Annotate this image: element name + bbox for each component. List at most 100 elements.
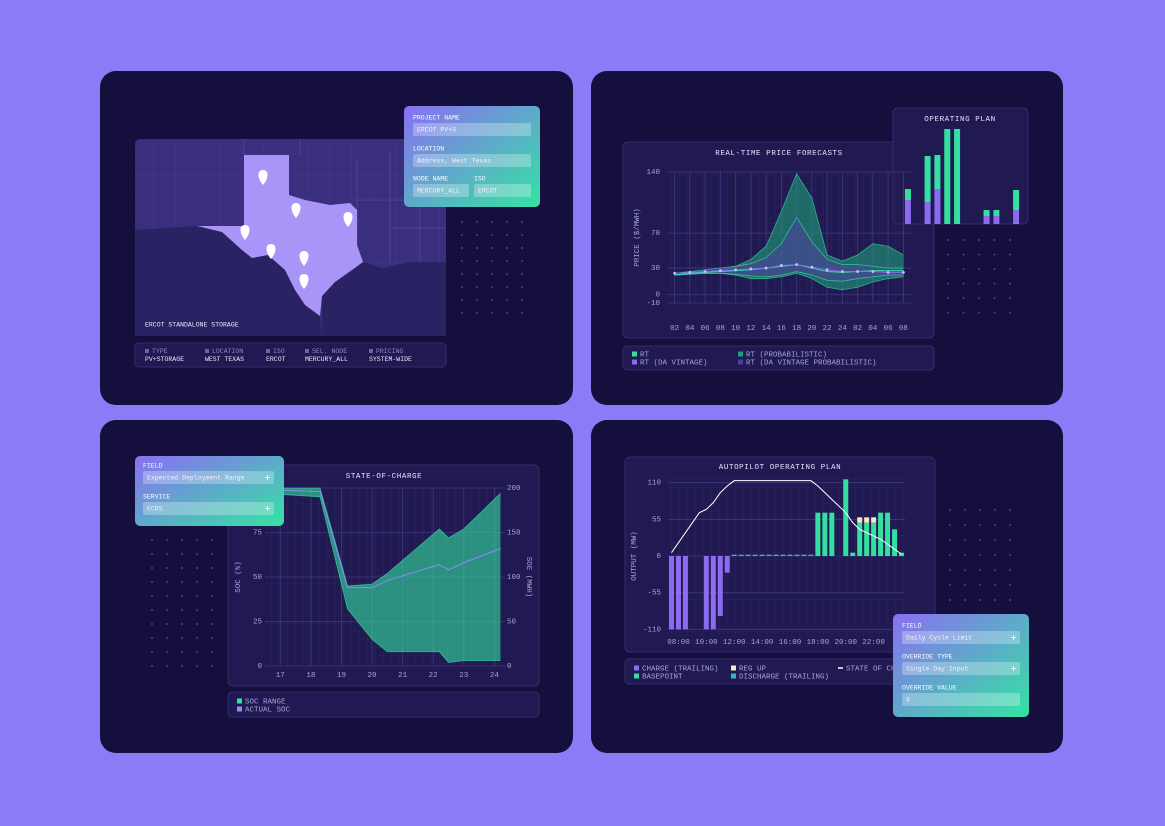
dot: [211, 637, 213, 639]
dot: [947, 282, 949, 285]
y-tick-label: 70: [651, 230, 661, 238]
y-tick-label: 140: [646, 169, 660, 177]
summary-value: SYSTEM-WIDE: [369, 356, 412, 363]
dot: [962, 282, 965, 285]
x-tick-label: 08:00: [667, 639, 690, 647]
field-label: FIELD: [902, 623, 922, 630]
dot: [993, 297, 996, 299]
input-field: [143, 471, 274, 484]
dot: [521, 273, 523, 275]
x-tick-label: 22: [429, 672, 438, 680]
x-tick-label: 16: [777, 325, 787, 333]
pins: [240, 170, 353, 289]
legend-label: REG UP: [739, 665, 767, 673]
bar: [794, 554, 800, 556]
dot: [979, 584, 981, 586]
x-tick-label: 14:00: [751, 639, 774, 647]
point-marker: [856, 270, 860, 273]
summary-value: ERCOT: [266, 356, 286, 363]
point-marker: [810, 265, 814, 269]
x-tick-label: 10:00: [695, 639, 718, 647]
dot: [979, 539, 981, 541]
dot: [491, 247, 493, 249]
dot: [949, 539, 951, 541]
y-tick-label: 25: [253, 618, 263, 626]
x-tick-label: 04: [685, 325, 695, 333]
legend-label: DISCHARGE (TRAILING): [739, 673, 829, 681]
dot: [196, 609, 198, 611]
dot: [196, 637, 198, 639]
dot: [994, 524, 996, 526]
chart-title: REAL-TIME PRICE FORECASTS: [715, 150, 843, 158]
dot: [978, 239, 980, 241]
bar: [857, 522, 863, 556]
dot: [461, 247, 463, 249]
dot: [211, 665, 213, 667]
dot: [491, 286, 493, 288]
legend-label: ACTUAL SOC: [245, 706, 291, 714]
dot: [978, 311, 980, 314]
dot: [491, 299, 493, 301]
dot: [506, 221, 508, 223]
x-tick-label: 17: [276, 672, 285, 680]
dot: [978, 282, 980, 285]
legend-box: [622, 345, 935, 371]
band-area: [674, 217, 904, 282]
field-value: 6: [906, 697, 910, 704]
field-label: OVERRIDE VALUE: [902, 685, 957, 692]
dot: [506, 312, 508, 314]
field-value: ECRS: [147, 506, 163, 513]
dot: [994, 554, 996, 556]
dot: [181, 623, 183, 625]
plus-icon: [265, 475, 270, 480]
dot: [949, 569, 951, 571]
bar: [904, 189, 911, 200]
dot: [166, 539, 168, 541]
dot: [947, 311, 949, 314]
dot: [151, 637, 153, 639]
bar: [808, 554, 814, 556]
pin: [258, 170, 268, 185]
bar: [759, 554, 765, 556]
field-value: Single Day Input: [906, 666, 969, 673]
dot: [181, 581, 183, 583]
input-field: [413, 154, 531, 167]
dot: [151, 623, 153, 625]
y-axis-label: SOC (%): [235, 561, 243, 593]
pin: [291, 203, 301, 218]
dot: [506, 247, 508, 249]
y-tick-label: 30: [651, 265, 661, 273]
dot: [211, 651, 213, 653]
legend-label: RT (DA VINTAGE PROBABILISTIC): [746, 359, 877, 367]
field-label: NODE NAME: [413, 176, 448, 183]
dot: [196, 553, 198, 555]
field-value: MERCURY_ALL: [417, 188, 460, 195]
dot: [196, 651, 198, 653]
dot: [181, 553, 183, 555]
form-card: [135, 456, 284, 526]
summary-bar: [134, 342, 447, 368]
bar: [993, 216, 1000, 224]
chart-title: OPERATING PLAN: [924, 116, 995, 124]
field-label: PROJECT NAME: [413, 115, 460, 122]
bar: [752, 554, 758, 556]
legend-swatch: [632, 359, 637, 365]
point-marker: [749, 267, 753, 271]
dot: [166, 637, 168, 639]
dot: [181, 609, 183, 611]
dot: [521, 312, 523, 314]
summary-swatch: [369, 349, 373, 353]
legend-swatch: [738, 359, 743, 365]
y-tick-label: 55: [652, 516, 662, 524]
summary-label: PRICING: [376, 348, 403, 355]
chart-title: STATE-OF-CHARGE: [346, 473, 423, 481]
y-tick-label: -55: [647, 590, 661, 598]
y-tick-label: 110: [647, 480, 661, 488]
dot: [151, 609, 153, 611]
dot: [181, 539, 183, 541]
dot: [491, 234, 493, 236]
bar: [954, 129, 961, 224]
x-tick-label: 02: [670, 325, 679, 333]
dot: [506, 260, 508, 262]
dot: [947, 239, 949, 241]
